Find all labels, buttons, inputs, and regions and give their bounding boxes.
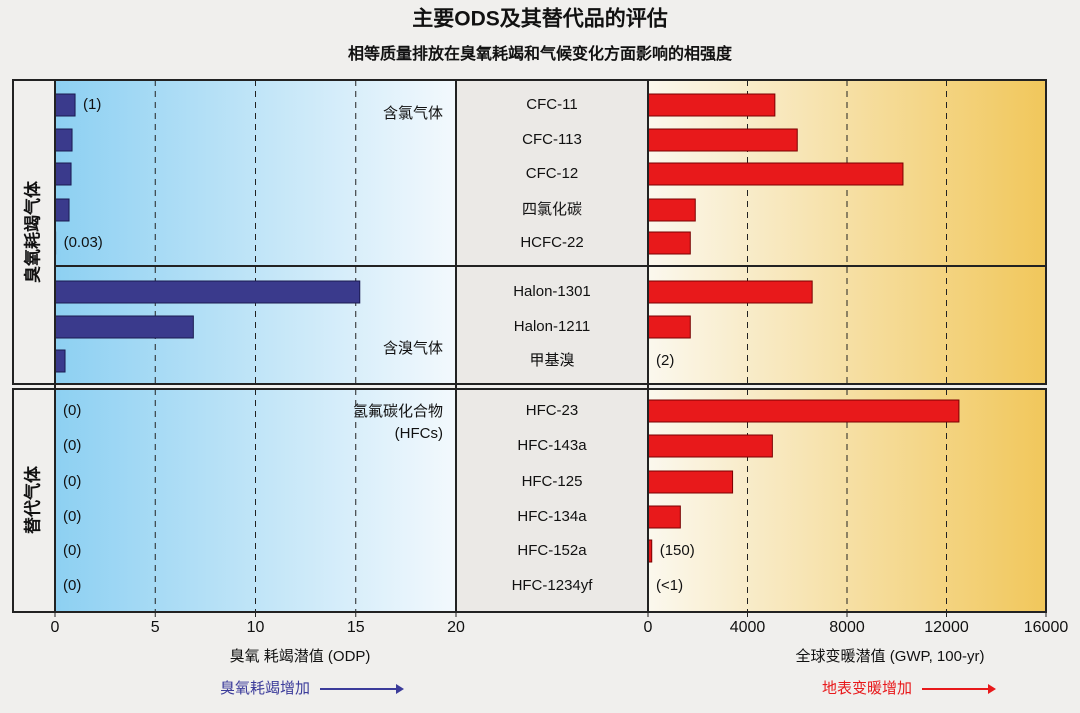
bar: [647, 315, 691, 339]
bar: [647, 162, 904, 186]
value-label: (0): [63, 473, 81, 490]
category-label: HFC-143a: [517, 437, 587, 454]
bar: [54, 315, 194, 339]
category-label: CFC-11: [526, 96, 577, 113]
annotation: (HFCs): [395, 425, 443, 442]
bar: [647, 93, 776, 117]
x-axis-label: 全球变暖潜值 (GWP, 100-yr): [796, 647, 985, 665]
annotation: 含溴气体: [383, 340, 443, 357]
value-label: (0.03): [64, 234, 103, 251]
value-label: (0): [63, 437, 81, 454]
frame-box: [12, 79, 1047, 385]
value-label: (0): [63, 542, 81, 559]
arrow-label: 地表变暖增加: [822, 680, 912, 697]
bar: [647, 505, 681, 529]
category-label: Halon-1301: [513, 283, 591, 300]
bar: [647, 231, 691, 255]
arrow-head: [396, 684, 404, 694]
value-label: (0): [63, 402, 81, 419]
bar: [647, 399, 960, 423]
value-label: (150): [660, 542, 695, 559]
frame: [12, 79, 1047, 613]
x-axis-label: 臭氧 耗竭潜值 (ODP): [230, 648, 371, 665]
x-tick-label: 5: [151, 619, 160, 636]
group-label: 臭氧耗竭气体: [22, 180, 42, 283]
category-label: 四氯化碳: [522, 201, 582, 218]
x-tick-label: 20: [447, 619, 465, 636]
x-tick-label: 4000: [730, 619, 766, 636]
bar: [54, 93, 76, 117]
bar: [54, 162, 72, 186]
value-label: (<1): [656, 577, 683, 594]
bar: [54, 128, 73, 152]
panels: [55, 80, 1046, 612]
category-label: HFC-125: [522, 473, 583, 490]
bar: [647, 128, 798, 152]
category-label: HFC-23: [526, 402, 579, 419]
category-label: HCFC-22: [520, 234, 583, 251]
x-tick-label: 12000: [924, 619, 969, 636]
chart-title: 主要ODS及其替代品的评估: [412, 7, 668, 31]
category-label: 甲基溴: [529, 352, 574, 369]
arrow-head: [988, 684, 996, 694]
bar: [647, 434, 773, 458]
annotation: 氢氟碳化合物: [353, 403, 443, 420]
x-tick-label: 8000: [829, 619, 865, 636]
category-label: Halon-1211: [514, 318, 590, 335]
annotation: 含氯气体: [383, 105, 443, 122]
category-label: HFC-1234yf: [512, 577, 594, 594]
value-label: (2): [656, 352, 674, 369]
x-tick-label: 16000: [1024, 619, 1069, 636]
bar: [54, 198, 70, 222]
bar: [54, 349, 66, 373]
category-label: CFC-113: [522, 131, 582, 148]
value-label: (0): [63, 577, 81, 594]
value-label: (0): [63, 508, 81, 525]
category-label: HFC-152a: [517, 542, 587, 559]
category-label: HFC-134a: [517, 508, 587, 525]
arrow-label: 臭氧耗竭增加: [220, 680, 310, 697]
bar: [647, 280, 813, 304]
x-tick-label: 15: [347, 619, 365, 636]
value-label: (1): [83, 96, 101, 113]
grid: [54, 80, 1047, 617]
x-tick-label: 10: [247, 619, 265, 636]
bar: [647, 470, 734, 494]
bar: [54, 280, 361, 304]
category-label: CFC-12: [526, 165, 579, 182]
bar: [647, 198, 696, 222]
x-tick-label: 0: [644, 619, 653, 636]
group-label: 替代气体: [22, 465, 42, 534]
frame-box: [12, 388, 1047, 613]
x-tick-label: 0: [51, 619, 60, 636]
middle-panel: [456, 389, 648, 612]
chart-subtitle: 相等质量排放在臭氧耗竭和气候变化方面影响的相强度: [348, 44, 733, 63]
middle-panel: [456, 80, 648, 384]
